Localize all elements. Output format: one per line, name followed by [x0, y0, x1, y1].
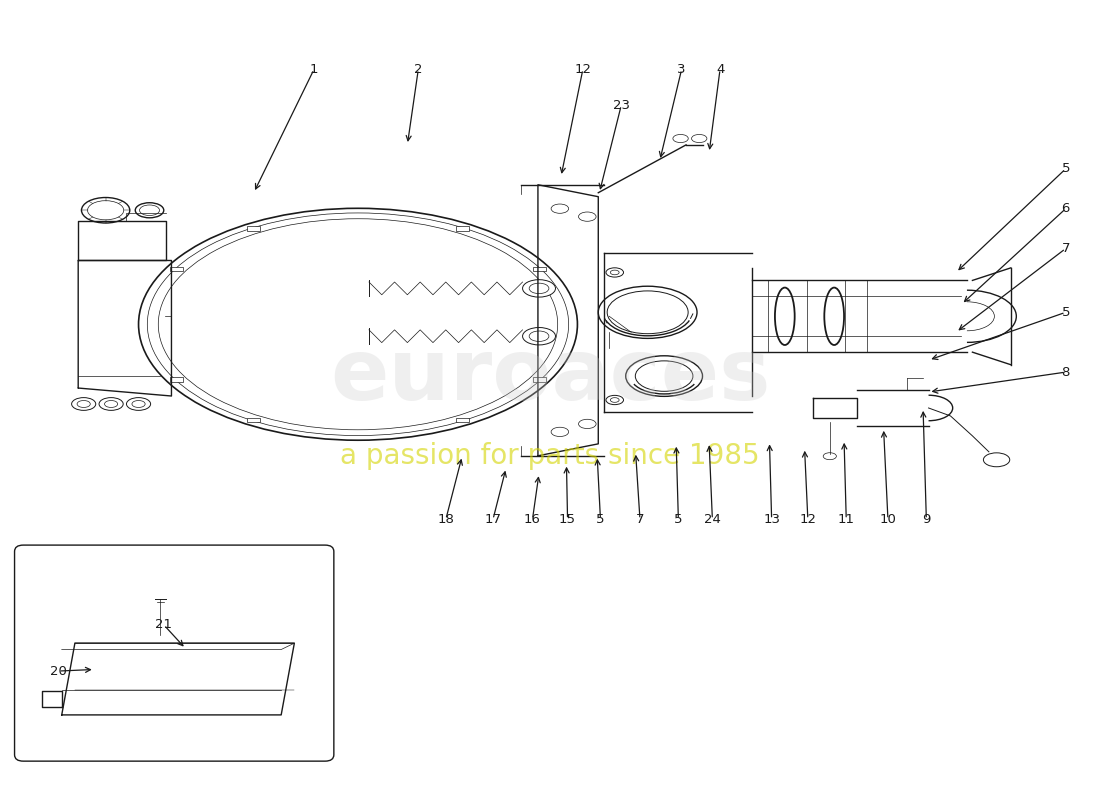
Ellipse shape	[551, 427, 569, 437]
Bar	[532, 378, 546, 382]
Text: 2: 2	[414, 62, 422, 76]
Text: 9: 9	[922, 513, 931, 526]
Text: 7: 7	[636, 513, 645, 526]
Ellipse shape	[579, 212, 596, 222]
Bar	[456, 226, 470, 230]
Ellipse shape	[692, 134, 707, 142]
Ellipse shape	[135, 202, 164, 218]
Text: 11: 11	[838, 513, 855, 526]
FancyBboxPatch shape	[14, 545, 333, 761]
Bar	[532, 266, 546, 271]
Polygon shape	[42, 691, 62, 707]
Text: 17: 17	[484, 513, 502, 526]
Text: 10: 10	[880, 513, 896, 526]
Text: 21: 21	[155, 618, 173, 631]
Text: 15: 15	[559, 513, 576, 526]
Ellipse shape	[606, 268, 624, 277]
Text: 16: 16	[524, 513, 541, 526]
Ellipse shape	[551, 204, 569, 214]
Ellipse shape	[99, 398, 123, 410]
Text: 13: 13	[763, 513, 780, 526]
Text: 5: 5	[596, 513, 605, 526]
Text: 18: 18	[438, 513, 454, 526]
Ellipse shape	[72, 398, 96, 410]
Bar	[169, 378, 183, 382]
Ellipse shape	[522, 327, 556, 345]
Text: a passion for parts since 1985: a passion for parts since 1985	[340, 442, 760, 470]
Text: 3: 3	[678, 62, 686, 76]
Text: 5: 5	[674, 513, 683, 526]
Text: 12: 12	[574, 62, 592, 76]
Text: 5: 5	[1062, 162, 1070, 175]
Ellipse shape	[579, 419, 596, 429]
Ellipse shape	[673, 134, 689, 142]
Polygon shape	[62, 643, 295, 715]
Ellipse shape	[606, 395, 624, 405]
Text: 6: 6	[1062, 202, 1070, 215]
Bar	[456, 418, 470, 422]
Ellipse shape	[81, 198, 130, 223]
Bar	[246, 418, 260, 422]
Ellipse shape	[983, 453, 1010, 466]
Text: 23: 23	[613, 98, 630, 111]
Text: 7: 7	[1062, 242, 1070, 255]
Text: 1: 1	[310, 62, 318, 76]
Text: 20: 20	[50, 665, 67, 678]
Ellipse shape	[626, 356, 703, 396]
Text: 24: 24	[704, 513, 720, 526]
Ellipse shape	[522, 280, 556, 297]
Text: 8: 8	[1062, 366, 1070, 378]
Bar	[169, 266, 183, 271]
Text: 12: 12	[800, 513, 816, 526]
Text: 4: 4	[716, 62, 724, 76]
Ellipse shape	[823, 453, 836, 460]
Text: 5: 5	[1062, 306, 1070, 319]
Bar	[246, 226, 260, 230]
Text: euroaces: euroaces	[330, 334, 770, 418]
Ellipse shape	[598, 286, 697, 338]
Ellipse shape	[126, 398, 151, 410]
